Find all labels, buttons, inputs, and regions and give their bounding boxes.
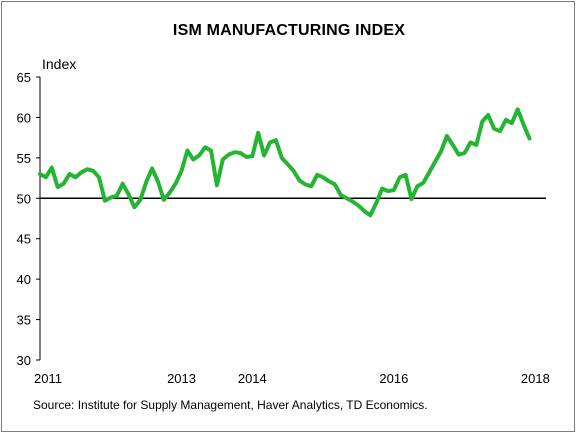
y-tick-label: 45: [17, 232, 31, 247]
y-tick-label: 40: [17, 272, 31, 287]
x-tick-label: 2018: [521, 371, 550, 386]
source-note: Source: Institute for Supply Management,…: [33, 398, 428, 412]
y-tick-label: 60: [17, 110, 31, 125]
y-tick-label: 50: [17, 191, 31, 206]
y-axis-label: Index: [42, 56, 76, 72]
y-tick-label: 65: [17, 70, 31, 85]
y-tick-label: 35: [17, 313, 31, 328]
y-tick-label: 55: [17, 151, 31, 166]
chart-title: ISM MANUFACTURING INDEX: [172, 22, 406, 39]
x-tick-label: 2016: [379, 371, 408, 386]
series-line: [38, 107, 532, 218]
x-tick-label: 2013: [167, 371, 196, 386]
y-tick-label: 30: [17, 353, 31, 368]
x-tick-label: 2011: [34, 371, 62, 386]
x-tick-label: 2014: [238, 371, 267, 386]
